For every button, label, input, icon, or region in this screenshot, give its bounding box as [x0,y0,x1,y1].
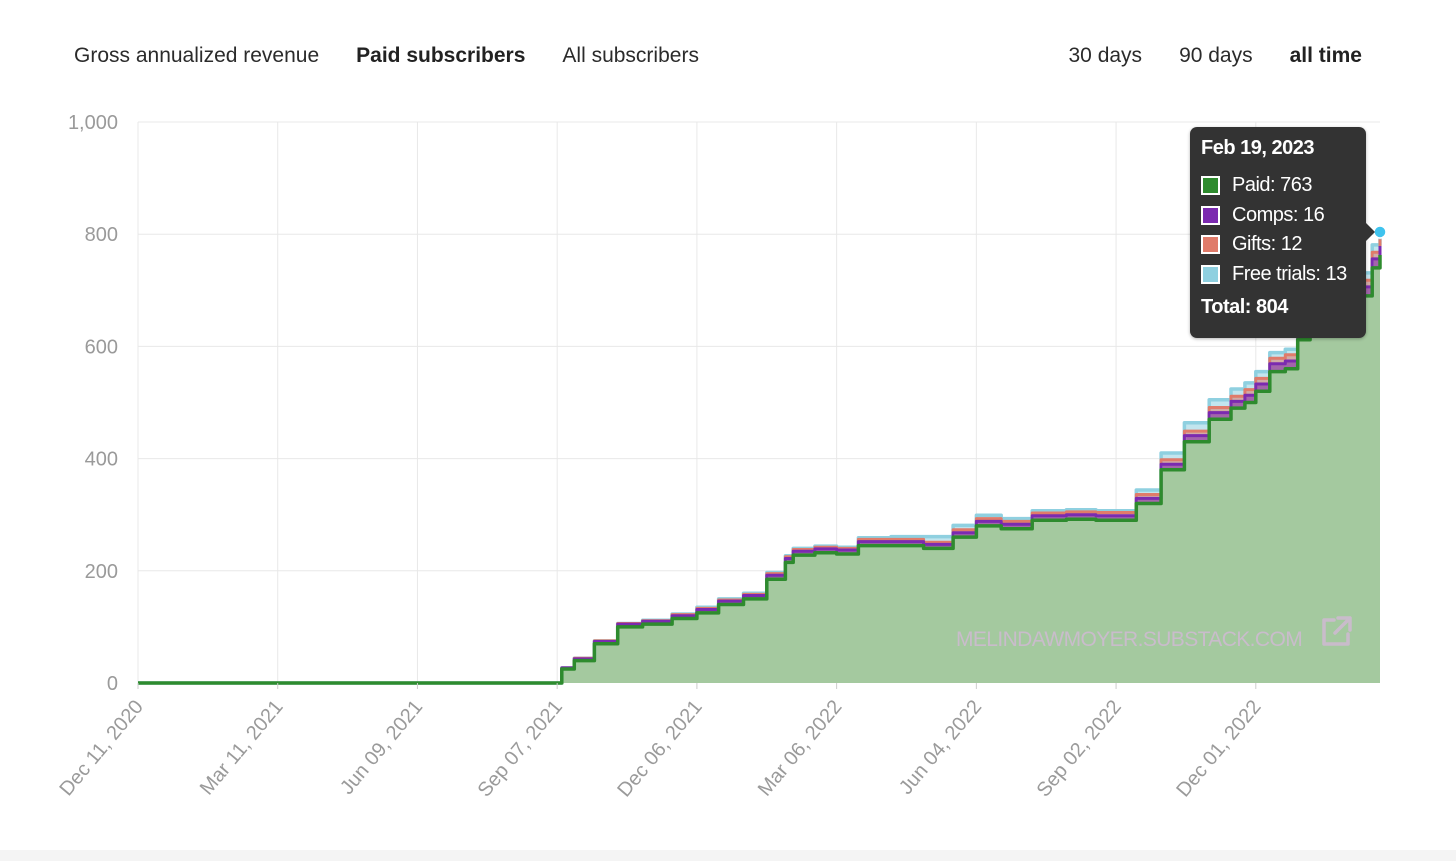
tooltip-row-free-trials: Free trials: 13 [1201,260,1355,290]
line-paid [138,255,1382,685]
paid-swatch [1201,176,1220,196]
hover-marker [1373,225,1387,239]
tooltip-comps: Comps: 16 [1232,203,1325,226]
tooltip-paid: Paid: 763 [1232,174,1313,197]
tooltip-total: Total: 804 [1201,296,1288,318]
x-tick-label: Dec 06, 2021 [613,696,706,801]
y-tick-label: 200 [85,561,118,583]
metric-tabs: Gross annualized revenue Paid subscriber… [74,44,699,68]
y-tick-label: 800 [85,224,118,246]
tab-paid-subscribers[interactable]: Paid subscribers [356,44,526,67]
x-tick-label: Jun 04, 2022 [895,696,986,799]
chart-areas [138,232,1380,683]
tooltip-free-trials: Free trials: 13 [1232,262,1347,285]
x-tick-label: Mar 11, 2021 [196,696,288,799]
x-tick-label: Sep 07, 2021 [474,696,567,801]
range-tabs: 30 days 90 days all time [1069,44,1363,68]
y-tick-label: 0 [107,673,118,695]
y-tick-label: 600 [85,336,118,358]
tab-30-days[interactable]: 30 days [1068,44,1143,67]
area-paid [138,255,1380,683]
y-tick-label: 400 [85,449,118,471]
watermark: MELINDAWMOYER.SUBSTACK.COM [956,628,1303,651]
y-tick-label: 1,000 [68,112,118,134]
tooltip-gifts: Gifts: 12 [1232,233,1302,256]
free-trials-swatch [1201,264,1220,284]
external-link-icon[interactable] [1318,614,1354,650]
tooltip-row-paid: Paid: 763 [1201,171,1355,201]
tab-all-time[interactable]: all time [1289,44,1362,67]
x-tick-label: Mar 06, 2022 [754,696,847,800]
chart-lines [138,225,1387,685]
tab-90-days[interactable]: 90 days [1179,44,1253,67]
x-tick-label: Dec 11, 2020 [55,696,147,800]
x-tick-label: Sep 02, 2022 [1033,696,1126,801]
gifts-swatch [1201,235,1220,255]
x-tick-label: Dec 01, 2022 [1172,696,1265,801]
x-tick-label: Jun 09, 2021 [336,696,427,799]
bottom-band [0,850,1456,861]
x-axis: Dec 11, 2020 Mar 11, 2021 Jun 09, 2021 Sep … [55,683,1266,801]
tab-all-subscribers[interactable]: All subscribers [562,44,699,67]
tab-gross-annualized-revenue[interactable]: Gross annualized revenue [74,44,320,67]
tooltip-row-comps: Comps: 16 [1201,201,1355,231]
tooltip-row-gifts: Gifts: 12 [1201,230,1355,260]
tooltip-date: Feb 19, 2023 [1201,137,1314,159]
y-axis: 0 200 400 600 800 1,000 [68,112,118,695]
chart-tooltip: Feb 19, 2023 Paid: 763 Comps: 16 Gifts: … [1190,127,1375,338]
line-comps [138,246,1382,685]
comps-swatch [1201,205,1220,225]
